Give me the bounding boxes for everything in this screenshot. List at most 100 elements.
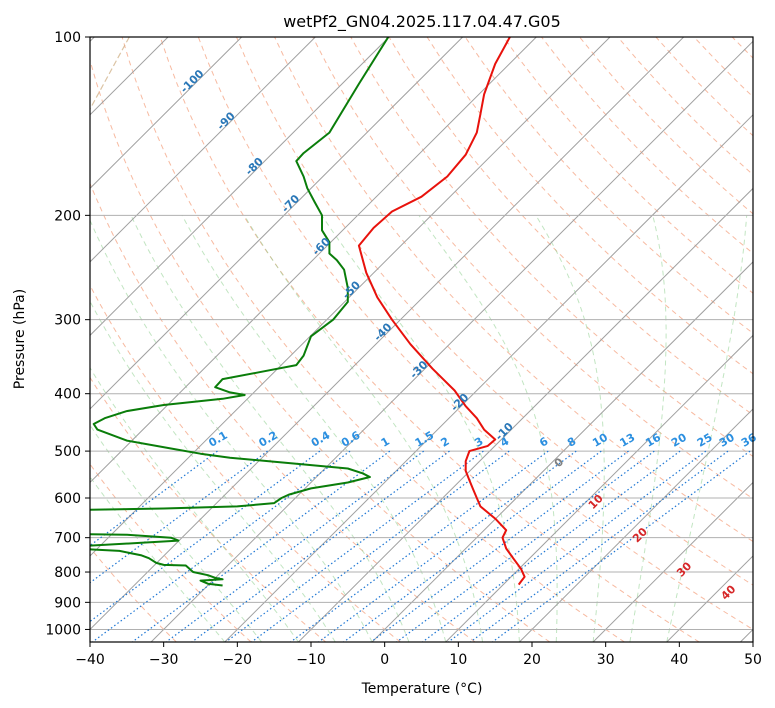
skewed-isotherm: [90, 37, 243, 190]
x-tick-label: −40: [75, 652, 105, 668]
isotherm-label: -50: [340, 278, 363, 301]
dry-adiabat: [502, 37, 753, 294]
x-axis-label: Temperature (°C): [361, 681, 483, 697]
dry-adiabat: [274, 37, 753, 543]
x-tick-label: 0: [380, 652, 389, 668]
skewed-isotherm: [90, 37, 611, 557]
mixing-ratio-line: [225, 450, 484, 642]
moist-adiabat: [321, 215, 520, 642]
dry-adiabat: [388, 37, 753, 416]
mixing-ratio-line: [422, 450, 681, 642]
x-tick-label: 20: [523, 652, 541, 668]
dry-adiabat: [197, 37, 753, 630]
background-lines: [90, 37, 775, 642]
isotherm-label: -20: [448, 391, 471, 414]
mixing-ratio-label: 0.6: [339, 429, 363, 450]
mixing-ratio-line: [165, 450, 425, 642]
mixing-ratio-label: 2: [438, 435, 451, 450]
mixing-ratio-line: [90, 450, 218, 547]
dry-adiabat: [90, 58, 551, 642]
mixing-ratio-line: [396, 450, 655, 642]
mixing-ratio-line: [492, 450, 751, 642]
skewed-isotherm: [150, 40, 753, 642]
temperature-profile-line: [357, 37, 526, 586]
mixing-ratio-label: 36: [739, 431, 759, 450]
dry-adiabat: [350, 37, 753, 458]
mixing-ratio-label: 6: [537, 434, 550, 449]
skewed-isotherm: [740, 628, 753, 642]
mixing-ratio-label: 0.2: [257, 429, 280, 450]
moist-adiabat: [629, 215, 667, 642]
skewed-isotherm: [666, 555, 753, 642]
skewed-isotherm: [90, 37, 464, 410]
y-tick-label: 200: [54, 208, 81, 224]
dry-adiabat: [121, 37, 625, 642]
mixing-ratio-line: [90, 450, 268, 584]
dry-adiabat: [236, 37, 753, 586]
mixing-ratio-label: 30: [717, 431, 737, 450]
dry-adiabat: [770, 37, 775, 642]
y-tick-label: 300: [54, 313, 81, 329]
isotherm-label: -90: [214, 109, 237, 132]
moist-adiabat: [90, 476, 226, 642]
x-tick-label: −10: [296, 652, 326, 668]
mixing-ratio-line: [370, 450, 629, 642]
isotherm-value-label: 30: [674, 559, 694, 579]
x-tick-label: −30: [149, 652, 179, 668]
mixing-ratio-label: 10: [590, 431, 610, 450]
isotherm-value-label: 0: [552, 455, 567, 470]
skewed-isotherm: [90, 37, 390, 337]
skewed-isotherm: [519, 408, 753, 642]
x-tick-label: −20: [223, 652, 253, 668]
axis-ticks: −40 −30 −20 −10 0 10 20 30 40 5010020030040050060…: [45, 30, 762, 668]
y-tick-label: 900: [54, 595, 81, 611]
dry-adiabat: [655, 37, 753, 137]
mixing-ratio-line: [343, 450, 602, 642]
chart-title: wetPf2_GN04.2025.117.04.47.G05: [283, 12, 561, 32]
x-tick-label: 40: [670, 652, 688, 668]
y-tick-label: 700: [54, 531, 81, 547]
mixing-ratio-label: 25: [695, 431, 715, 450]
x-tick-label: 50: [744, 652, 762, 668]
dry-adiabat: [159, 37, 700, 642]
mixing-ratio-label: 0.4: [309, 429, 333, 450]
y-tick-label: 1000: [45, 622, 81, 638]
dry-adiabat: [90, 182, 476, 642]
data-lines: [90, 37, 526, 587]
mixing-ratio-label: 0.1: [206, 429, 229, 450]
dry-adiabat: [90, 463, 252, 642]
mixing-ratio-label: 13: [618, 431, 638, 450]
mixing-ratio-line: [290, 450, 549, 642]
skewed-isotherm: [298, 187, 753, 642]
dry-adiabat: [90, 546, 177, 642]
y-tick-label: 100: [54, 30, 81, 46]
moist-adiabat: [243, 215, 484, 642]
skewed-isotherm: [592, 481, 753, 642]
mixing-ratio-line: [469, 450, 729, 642]
skewed-isotherm: [224, 114, 753, 642]
isotherm-label: -40: [371, 320, 394, 343]
moist-adiabat: [181, 215, 447, 642]
mixing-ratio-line: [251, 450, 510, 642]
dry-adiabat: [464, 37, 753, 334]
isotherm-value-label: 40: [718, 582, 738, 602]
moist-adiabat: [130, 215, 410, 642]
mixing-ratio-label: 1: [379, 435, 392, 450]
mixing-ratio-line: [90, 450, 321, 623]
x-tick-label: 10: [449, 652, 467, 668]
skewed-isotherm: [371, 261, 753, 642]
y-tick-label: 500: [54, 444, 81, 460]
dewpoint-profile-line: [90, 533, 224, 587]
mixing-ratio-line: [131, 450, 391, 642]
y-tick-label: 400: [54, 387, 81, 403]
skewed-isotherm: [90, 37, 537, 484]
dewpoint-profile-line: [90, 37, 390, 511]
moist-adiabat: [535, 215, 605, 642]
isotherm-label: -70: [279, 192, 302, 215]
isotherm-label: -80: [243, 155, 266, 178]
x-tick-label: 30: [597, 652, 615, 668]
moist-adiabat: [90, 300, 336, 642]
dry-adiabat: [617, 37, 753, 176]
dry-adiabat: [90, 284, 401, 642]
